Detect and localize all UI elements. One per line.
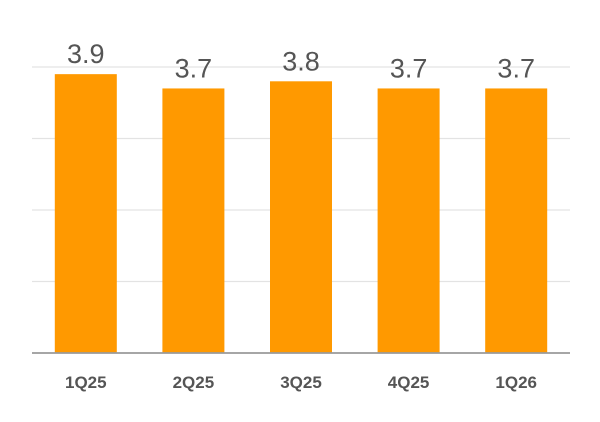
x-tick-label-2q25: 2Q25 xyxy=(173,373,215,392)
value-label-3q25: 3.8 xyxy=(282,46,320,76)
bar-1q25 xyxy=(54,74,117,354)
value-label-1q26: 3.7 xyxy=(497,53,535,83)
bar-4q25 xyxy=(377,88,440,353)
bar-1q26 xyxy=(485,88,548,353)
value-labels: 3.9 3.7 3.8 3.7 3.7 xyxy=(67,39,535,83)
x-tick-label-1q26: 1Q26 xyxy=(495,373,537,392)
bar-2q25 xyxy=(162,88,225,353)
x-tick-label-3q25: 3Q25 xyxy=(280,373,322,392)
bar-3q25 xyxy=(270,81,332,354)
value-label-4q25: 3.7 xyxy=(390,53,428,83)
value-label-1q25: 3.9 xyxy=(67,39,105,69)
x-tick-label-1q25: 1Q25 xyxy=(65,373,107,392)
value-label-2q25: 3.7 xyxy=(175,53,213,83)
x-tick-labels: 1Q25 2Q25 3Q25 4Q25 1Q26 xyxy=(65,373,537,392)
x-tick-label-4q25: 4Q25 xyxy=(388,373,430,392)
bars xyxy=(54,74,548,354)
